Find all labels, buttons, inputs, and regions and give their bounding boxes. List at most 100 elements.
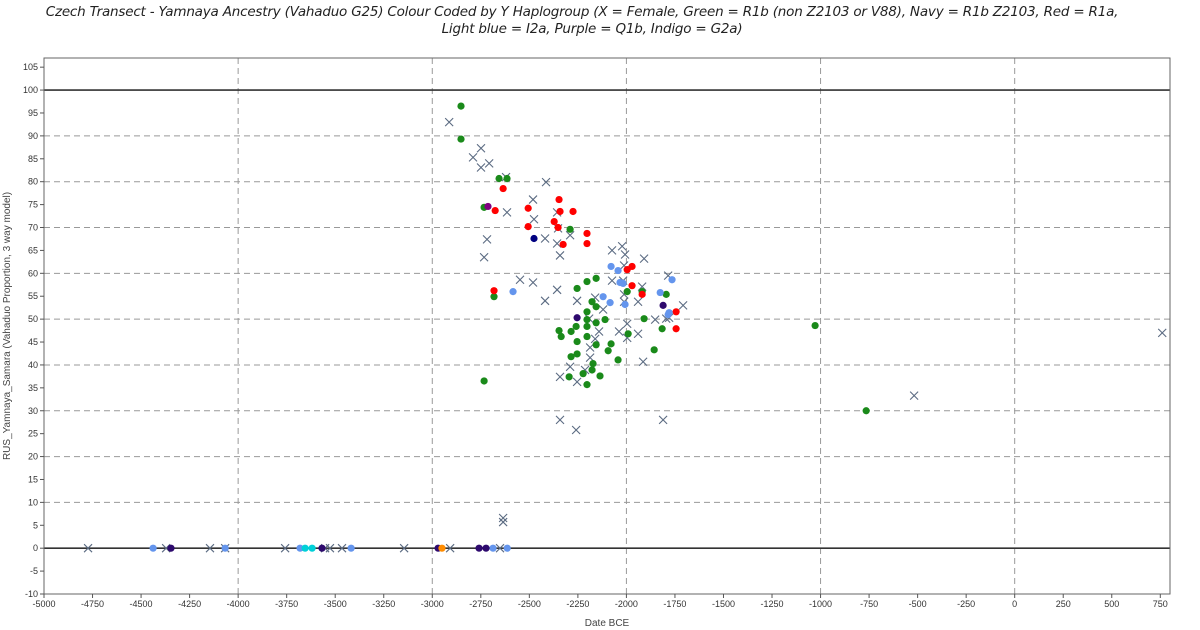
x-marker [444, 117, 454, 127]
x-marker [633, 297, 643, 307]
x-tick-label: -750 [860, 599, 878, 609]
data-point [672, 308, 680, 316]
x-marker [528, 195, 538, 204]
data-point [301, 544, 309, 552]
series-r1a [490, 184, 680, 333]
grid [44, 58, 1170, 594]
x-tick-label: -5000 [32, 599, 55, 609]
series-r1b-z2103 [530, 234, 538, 243]
data-point [668, 276, 676, 284]
series-i2a [149, 262, 676, 552]
x-marker [502, 207, 512, 217]
data-point [347, 544, 355, 552]
data-point [650, 346, 658, 354]
data-point [499, 184, 507, 193]
data-point [596, 372, 604, 380]
data-point [503, 544, 511, 552]
data-point [672, 325, 680, 333]
y-tick-label: 30 [28, 406, 38, 416]
series-female [83, 117, 1167, 553]
x-marker [468, 153, 478, 162]
x-marker [498, 513, 508, 523]
x-tick-label: -1750 [663, 599, 686, 609]
data-point [614, 356, 622, 364]
data-point [588, 298, 596, 306]
x-marker [399, 543, 409, 553]
x-tick-label: 500 [1104, 599, 1119, 609]
data-point [623, 288, 631, 296]
y-tick-label: 60 [28, 268, 38, 278]
x-marker [594, 327, 604, 336]
series-q1b [484, 202, 492, 211]
y-tick-label: 25 [28, 429, 38, 439]
data-point [573, 337, 581, 346]
x-marker [909, 391, 919, 401]
plot-frame [43, 57, 1171, 595]
x-marker [565, 362, 575, 372]
data-point [490, 293, 498, 301]
x-marker [555, 415, 565, 425]
data-point [503, 174, 511, 183]
x-tick-label: -2750 [469, 599, 492, 609]
data-point [640, 315, 648, 323]
x-marker [552, 239, 562, 248]
x-tick-label: 250 [1056, 599, 1071, 609]
series-other-orange- [438, 544, 446, 552]
x-marker [83, 543, 93, 553]
x-marker [529, 214, 539, 224]
x-marker [572, 377, 582, 387]
x-marker [607, 246, 617, 255]
x-marker [565, 230, 575, 240]
x-marker [540, 296, 550, 306]
x-marker [1157, 328, 1167, 338]
x-tick-label: -4250 [178, 599, 201, 609]
y-tick-label: -5 [30, 566, 38, 576]
data-point [573, 350, 581, 358]
series-r1b-non-z2103-or-v88- [457, 102, 870, 415]
x-tick-label: -1000 [809, 599, 832, 609]
data-point [475, 544, 483, 552]
data-point [573, 284, 581, 293]
y-tick-label: 20 [28, 452, 38, 462]
x-axis-label: Date BCE [585, 618, 630, 629]
data-point [572, 322, 580, 331]
x-marker [650, 315, 660, 324]
x-marker [495, 543, 505, 553]
x-marker [479, 252, 489, 262]
x-tick-label: -1250 [761, 599, 784, 609]
y-tick-label: -10 [25, 589, 38, 599]
x-marker [555, 251, 565, 260]
x-marker [638, 357, 648, 367]
x-tick-label: -3500 [324, 599, 347, 609]
x-marker [498, 517, 508, 527]
data-point [606, 299, 614, 307]
y-axis-label: RUS_Yamnaya_Samara (Vahaduo Proportion, … [2, 192, 13, 460]
data-point [550, 217, 558, 226]
x-marker [476, 143, 486, 153]
data-point [589, 359, 597, 368]
x-tick-label: -3250 [372, 599, 395, 609]
data-point [296, 544, 304, 552]
series-other-cyan- [301, 544, 316, 552]
x-marker [476, 163, 486, 172]
data-point [567, 327, 575, 336]
data-point [811, 321, 819, 330]
data-point [554, 223, 562, 232]
y-tick-label: 10 [28, 497, 38, 507]
y-tick-label: 80 [28, 177, 38, 187]
data-point [583, 239, 591, 248]
data-point [557, 332, 565, 341]
x-marker [633, 329, 643, 339]
data-point [530, 234, 538, 243]
x-tick-label: 0 [1012, 599, 1017, 609]
x-tick-label: -2500 [518, 599, 541, 609]
y-tick-label: 65 [28, 245, 38, 255]
data-point [573, 314, 581, 322]
x-marker [552, 285, 562, 295]
x-marker [555, 372, 565, 382]
y-tick-label: 95 [28, 108, 38, 118]
y-tick-label: 0 [33, 543, 38, 553]
x-marker [678, 300, 688, 310]
data-point [604, 347, 612, 355]
data-point [555, 195, 563, 204]
